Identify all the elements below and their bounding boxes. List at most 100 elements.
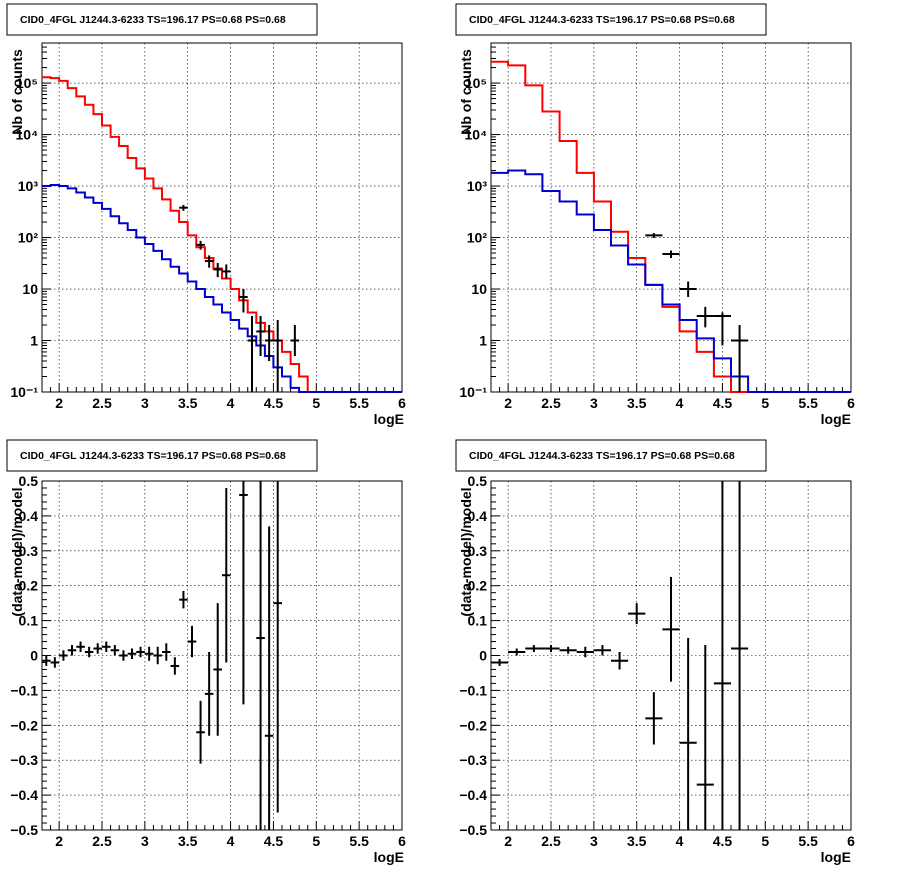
y-tick-label: −0.2 (459, 717, 487, 733)
y-tick-label: 10⁴ (465, 127, 488, 143)
counts-panel-right: CID0_4FGL J1244.3-6233 TS=196.17 PS=0.68… (455, 3, 855, 427)
y-tick-label: 0.2 (19, 578, 39, 594)
y-axis-label: (data-model)/model (458, 487, 474, 616)
x-tick-label: 5.5 (798, 833, 818, 849)
plot-frame (490, 42, 852, 393)
data-point (222, 264, 231, 279)
data-point (679, 281, 697, 297)
y-axis-label: Nb of counts (458, 49, 474, 135)
x-tick-label: 2 (504, 395, 512, 411)
x-tick-label: 5 (761, 395, 769, 411)
x-tick-label: 2 (504, 833, 512, 849)
data-point (213, 603, 222, 736)
y-tick-label: 0.5 (468, 473, 488, 489)
x-tick-label: 3 (141, 833, 149, 849)
y-tick-label: 0.4 (19, 508, 39, 524)
data-point (213, 263, 222, 278)
data-point (731, 481, 749, 830)
x-tick-label: 3 (590, 395, 598, 411)
x-tick-label: 3.5 (178, 833, 198, 849)
y-tick-label: 10³ (18, 178, 39, 194)
x-tick-label: 2.5 (541, 833, 561, 849)
x-tick-label: 4 (227, 395, 235, 411)
data-point (93, 643, 102, 654)
data-point (247, 315, 257, 392)
y-tick-label: 0.3 (468, 543, 488, 559)
y-tick-label: 0.2 (468, 578, 488, 594)
y-tick-label: 10⁻¹ (10, 384, 38, 400)
data-point (179, 590, 188, 609)
panel-title: CID0_4FGL J1244.3-6233 TS=196.17 PS=0.68… (469, 14, 735, 26)
data-point (696, 306, 714, 328)
y-tick-label: −0.5 (459, 822, 487, 838)
data-point (713, 312, 731, 346)
y-tick-label: −0.2 (10, 717, 38, 733)
data-point (42, 655, 51, 666)
plot-area (491, 43, 851, 392)
plot-frame (490, 480, 852, 831)
x-tick-label: 5 (761, 833, 769, 849)
x-tick-label: 2 (55, 395, 63, 411)
data-point (170, 657, 180, 675)
data-point (525, 645, 543, 653)
x-tick-label: 5 (312, 833, 320, 849)
y-tick-label: 10⁴ (16, 127, 39, 143)
y-tick-label: −0.4 (10, 787, 38, 803)
x-tick-label: 5.5 (798, 395, 818, 411)
x-tick-label: 6 (847, 833, 855, 849)
y-tick-label: 10² (18, 230, 39, 246)
y-tick-label: −0.5 (10, 822, 38, 838)
data-point (127, 648, 137, 659)
x-tick-label: 6 (398, 395, 406, 411)
data-point (491, 658, 509, 666)
x-tick-label: 6 (847, 395, 855, 411)
data-point (59, 650, 68, 661)
data-point (662, 576, 680, 682)
x-tick-label: 4 (227, 833, 235, 849)
panel-title: CID0_4FGL J1244.3-6233 TS=196.17 PS=0.68… (20, 450, 286, 462)
x-tick-label: 3 (590, 833, 598, 849)
data-point (144, 646, 154, 661)
data-point (50, 657, 60, 668)
x-tick-label: 3.5 (627, 833, 647, 849)
data-point (153, 646, 162, 665)
data-point (273, 481, 282, 813)
data-point (628, 603, 646, 625)
plot-area (42, 43, 402, 392)
data-point (576, 646, 594, 658)
y-tick-label: 0.5 (19, 473, 39, 489)
data-point (559, 646, 577, 654)
y-tick-label: 10³ (467, 178, 488, 194)
panel-title: CID0_4FGL J1244.3-6233 TS=196.17 PS=0.68… (469, 450, 735, 462)
data-point (264, 526, 274, 830)
data-point (256, 315, 265, 357)
y-tick-label: 0.4 (468, 508, 488, 524)
data-point (204, 255, 214, 268)
y-tick-label: 10² (467, 230, 488, 246)
data-point (645, 233, 663, 238)
y-tick-label: −0.4 (459, 787, 487, 803)
x-tick-label: 4.5 (713, 395, 733, 411)
panel-title-box (6, 3, 318, 36)
data-point (273, 320, 282, 392)
y-tick-label: 1 (30, 333, 38, 349)
x-axis-label: logE (374, 411, 404, 427)
panel-title-box (455, 439, 767, 472)
data-point (110, 645, 120, 656)
y-axis-label: Nb of counts (9, 49, 25, 135)
plot-frame (41, 42, 403, 393)
data-point (119, 650, 128, 661)
x-tick-label: 5.5 (349, 833, 369, 849)
plot-frame (41, 480, 403, 831)
y-tick-label: 1 (479, 333, 487, 349)
x-tick-label: 2.5 (92, 833, 112, 849)
component-histogram (491, 169, 851, 393)
y-tick-label: 0.1 (19, 613, 39, 629)
x-tick-label: 6 (398, 833, 406, 849)
x-tick-label: 4.5 (264, 833, 284, 849)
y-tick-label: 10⁵ (16, 75, 38, 91)
x-tick-label: 5.5 (349, 395, 369, 411)
counts-panel-left: CID0_4FGL J1244.3-6233 TS=196.17 PS=0.68… (6, 3, 406, 427)
y-tick-label: 10 (471, 281, 487, 297)
